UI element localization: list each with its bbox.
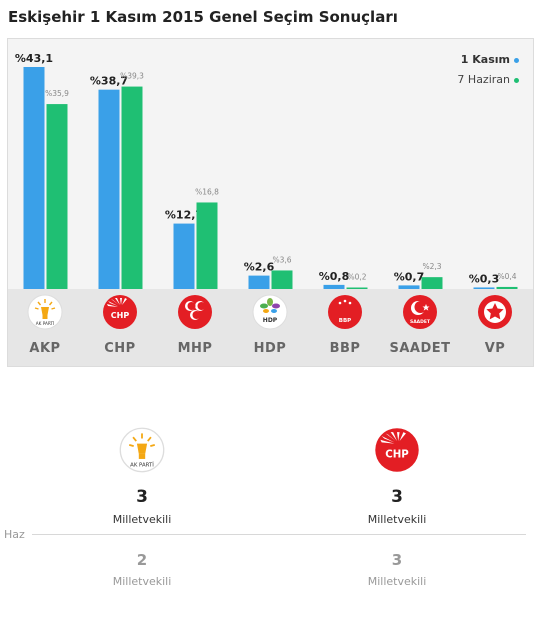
divider bbox=[32, 534, 526, 535]
previous-seat-block-chp: 3 Milletvekili bbox=[337, 551, 457, 588]
legend-label-7-haziran: 7 Haziran bbox=[457, 73, 510, 86]
seat-label-akp: Milletvekili bbox=[112, 513, 172, 526]
bar-akp-1-kasim bbox=[23, 67, 45, 289]
previous-period-label: Haz bbox=[4, 528, 25, 541]
bar-chp-1-kasim bbox=[98, 89, 120, 289]
legend-entry-1-kasim: 1 Kasım bbox=[461, 53, 519, 66]
data-label-akp-7-haziran: %35,9 bbox=[45, 89, 69, 98]
svg-text:BBP: BBP bbox=[339, 318, 351, 324]
bbp-logo-icon: BBP bbox=[328, 295, 362, 329]
party-name-mhp: MHP bbox=[177, 341, 213, 356]
data-label-akp-1-kasim: %43,1 bbox=[15, 52, 53, 65]
vp-logo-icon bbox=[478, 295, 512, 329]
svg-text:AK PARTİ: AK PARTİ bbox=[36, 321, 54, 326]
svg-text:HDP: HDP bbox=[263, 317, 278, 324]
chp-logo-icon: CHP bbox=[375, 428, 419, 472]
data-label-mhp-7-haziran: %16,8 bbox=[195, 187, 219, 196]
seat-block-akp: AK PARTİ 3 Milletvekili bbox=[82, 427, 202, 526]
bar-akp-7-haziran bbox=[46, 104, 68, 289]
previous-seat-label-chp: Milletvekili bbox=[367, 575, 427, 588]
svg-text:CHP: CHP bbox=[111, 311, 130, 320]
party-akp: AK PARTİ AKP bbox=[8, 289, 82, 356]
legend-label-1-kasim: 1 Kasım bbox=[460, 53, 510, 66]
ak-parti-logo-icon: AK PARTİ bbox=[119, 427, 165, 473]
data-label-bbp-7-haziran: %0,2 bbox=[347, 273, 366, 282]
svg-text:CHP: CHP bbox=[385, 450, 409, 461]
green-dot-icon bbox=[514, 77, 519, 83]
party-name-akp: AKP bbox=[29, 341, 61, 356]
seat-label-chp: Milletvekili bbox=[367, 513, 427, 526]
bar-saadet-7-haziran bbox=[421, 277, 443, 289]
party-strip: AK PARTİ AKP CHP CHP bbox=[8, 289, 533, 366]
svg-text:AK PARTİ: AK PARTİ bbox=[130, 462, 154, 469]
data-label-hdp-7-haziran: %3,6 bbox=[272, 255, 291, 264]
data-label-hdp-1-kasim: %2,6 bbox=[244, 261, 275, 274]
previous-seat-label-akp: Milletvekili bbox=[112, 575, 172, 588]
blue-dot-icon bbox=[514, 57, 519, 63]
data-label-vp-1-kasim: %0,3 bbox=[469, 272, 500, 285]
data-label-mhp-1-kasim: %12,7 bbox=[165, 209, 203, 222]
page-title: Eskişehir 1 Kasım 2015 Genel Seçim Sonuç… bbox=[8, 8, 398, 26]
bar-bbp-1-kasim bbox=[323, 284, 345, 289]
party-chp: CHP CHP bbox=[83, 289, 157, 356]
legend-entry-7-haziran: 7 Haziran bbox=[457, 73, 519, 86]
party-name-bbp: BBP bbox=[329, 341, 361, 356]
bar-vp-7-haziran bbox=[496, 286, 518, 289]
data-label-chp-1-kasim: %38,7 bbox=[90, 75, 128, 88]
previous-seat-count-chp: 3 bbox=[391, 551, 403, 569]
previous-seat-count-akp: 2 bbox=[136, 551, 148, 569]
data-label-vp-7-haziran: %0,4 bbox=[497, 272, 516, 281]
ak-parti-logo-icon: AK PARTİ bbox=[27, 294, 63, 330]
seat-count-akp: 3 bbox=[136, 487, 148, 507]
seat-count-chp: 3 bbox=[391, 487, 403, 507]
saadet-logo-icon: SAADET bbox=[403, 295, 437, 329]
bar-bbp-7-haziran bbox=[346, 287, 368, 289]
seat-block-chp: CHP 3 Milletvekili bbox=[337, 427, 457, 526]
party-saadet: SAADET SAADET bbox=[383, 289, 457, 356]
bar-mhp-7-haziran bbox=[196, 202, 218, 289]
bar-hdp-7-haziran bbox=[271, 270, 293, 289]
previous-seat-block-akp: 2 Milletvekili bbox=[82, 551, 202, 588]
data-label-chp-7-haziran: %39,3 bbox=[120, 72, 144, 81]
bar-hdp-1-kasim bbox=[248, 275, 270, 289]
party-name-vp: VP bbox=[484, 341, 506, 356]
chart-panel: %43,1 %35,9 %38,7 %39,3 %12,7 %16,8 %2,6 %3,6 %0… bbox=[7, 38, 534, 367]
bar-chart: %43,1 %35,9 %38,7%39,3 %12,7 %16,8 %2,6%3,6 %0… bbox=[15, 52, 518, 289]
bar-mhp-1-kasim bbox=[173, 223, 195, 289]
svg-text:SAADET: SAADET bbox=[410, 319, 431, 325]
mhp-logo-icon bbox=[178, 295, 212, 329]
bar-saadet-1-kasim bbox=[398, 285, 420, 289]
data-label-saadet-1-kasim: %0,7 bbox=[394, 270, 425, 283]
bar-chp-7-haziran bbox=[121, 86, 143, 289]
party-name-chp: CHP bbox=[104, 341, 136, 356]
party-bbp: BBP BBP bbox=[308, 289, 382, 356]
bar-vp-1-kasim bbox=[473, 287, 495, 289]
party-name-saadet: SAADET bbox=[389, 341, 451, 356]
hdp-logo-icon: HDP bbox=[252, 294, 288, 330]
party-name-hdp: HDP bbox=[253, 341, 287, 356]
data-label-bbp-1-kasim: %0,8 bbox=[319, 270, 350, 283]
data-label-saadet-7-haziran: %2,3 bbox=[422, 262, 441, 271]
party-mhp: MHP bbox=[158, 289, 232, 356]
party-vp: VP bbox=[458, 289, 532, 356]
chp-logo-icon: CHP bbox=[103, 295, 137, 329]
party-hdp: HDP HDP bbox=[233, 289, 307, 356]
